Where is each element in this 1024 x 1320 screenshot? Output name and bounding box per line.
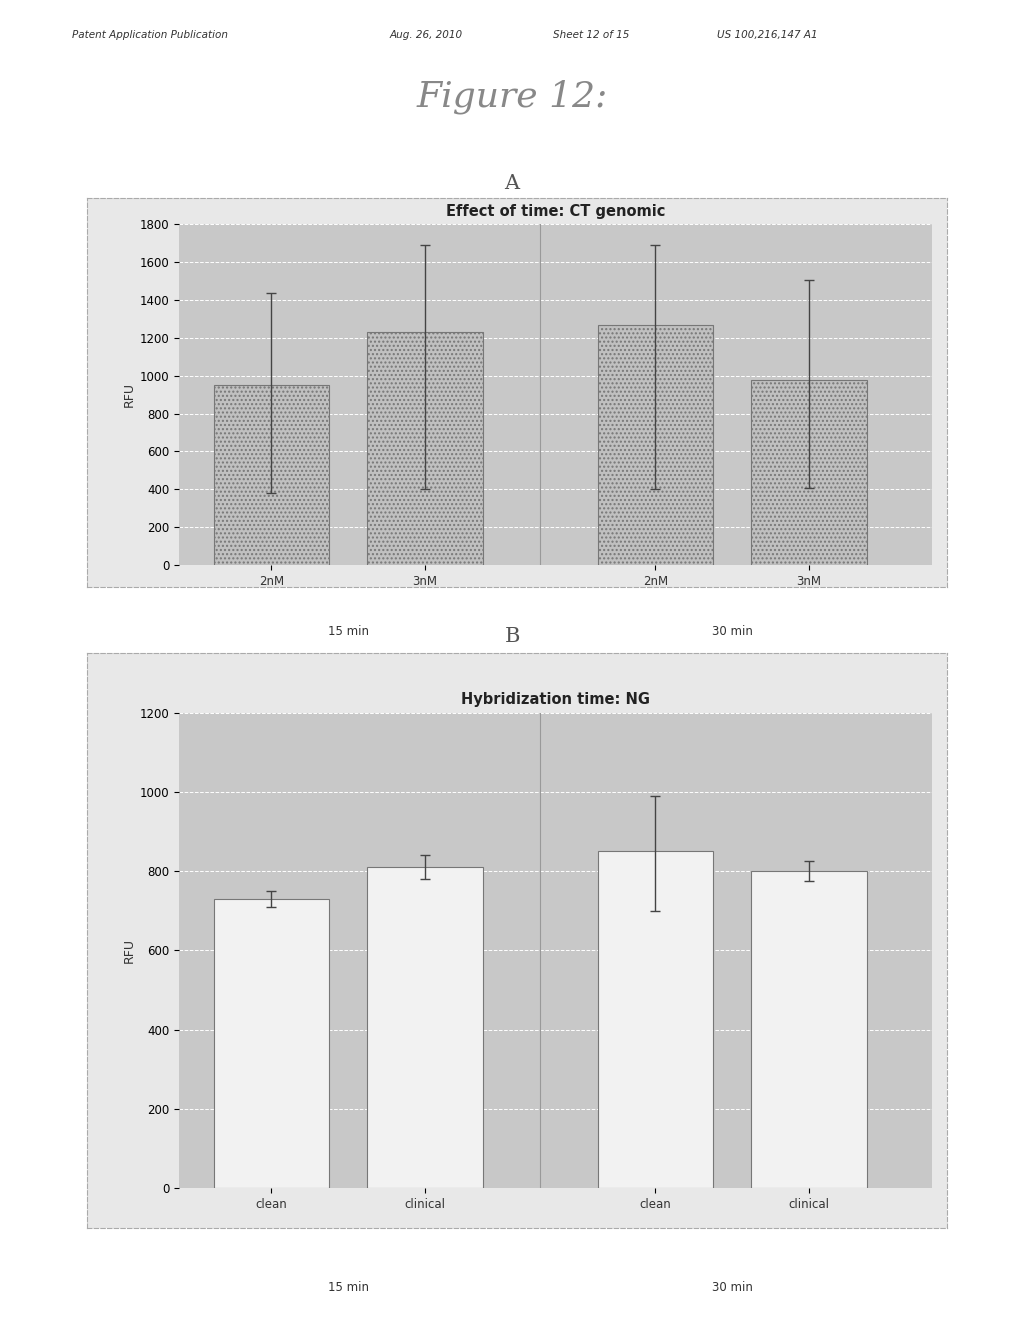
Title: Hybridization time: NG: Hybridization time: NG [461, 693, 650, 708]
Text: 30 min: 30 min [712, 1280, 753, 1294]
Text: 15 min: 15 min [328, 1280, 369, 1294]
Text: 30 min: 30 min [712, 624, 753, 638]
Bar [752, 380, 866, 565]
Y-axis label: RFU: RFU [123, 383, 135, 407]
Bar [368, 333, 482, 565]
Bar [752, 871, 866, 1188]
Text: Aug. 26, 2010: Aug. 26, 2010 [389, 30, 462, 41]
Bar [214, 385, 329, 565]
Bar [368, 867, 482, 1188]
Y-axis label: RFU: RFU [123, 939, 135, 962]
Text: A: A [505, 174, 519, 193]
Text: Patent Application Publication: Patent Application Publication [72, 30, 227, 41]
Bar [598, 325, 713, 565]
Text: B: B [504, 627, 520, 645]
Text: 15 min: 15 min [328, 624, 369, 638]
Text: US 100,216,147 A1: US 100,216,147 A1 [717, 30, 817, 41]
Text: Sheet 12 of 15: Sheet 12 of 15 [553, 30, 630, 41]
Title: Effect of time: CT genomic: Effect of time: CT genomic [445, 205, 666, 219]
Text: Figure 12:: Figure 12: [417, 79, 607, 114]
Bar [598, 851, 713, 1188]
Bar [214, 899, 329, 1188]
